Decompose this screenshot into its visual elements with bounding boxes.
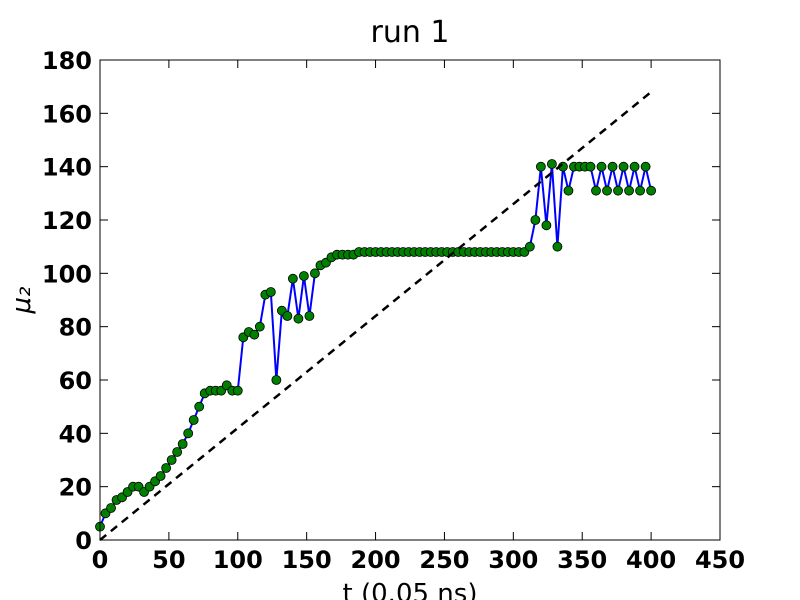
data-point (541, 220, 552, 231)
y-tick-label: 40 (59, 420, 92, 448)
y-tick-label: 180 (42, 47, 92, 75)
data-point (166, 455, 177, 465)
x-tick-label: 0 (92, 546, 109, 574)
x-tick-label: 450 (695, 546, 745, 574)
data-point (310, 268, 320, 279)
data-point (194, 401, 205, 412)
y-tick-label: 100 (42, 260, 92, 288)
plot-frame (99, 59, 721, 541)
data-point (530, 215, 541, 225)
data-point (585, 161, 596, 172)
chart-title: run 1 (371, 15, 450, 50)
data-point (265, 287, 276, 297)
data-point (183, 428, 194, 439)
data-point (646, 185, 657, 196)
data-point (552, 241, 563, 252)
data-point (271, 375, 282, 385)
data-point (524, 241, 535, 252)
data-point (249, 329, 260, 340)
data-point (535, 161, 546, 172)
data-point (596, 161, 607, 172)
data-point (613, 185, 623, 196)
x-tick-label: 400 (626, 546, 676, 574)
data-point (282, 311, 293, 321)
y-tick-label: 160 (42, 100, 92, 128)
x-axis-label: t (0.05 ns) (343, 579, 478, 600)
x-tick-label: 150 (282, 546, 332, 574)
data-point (591, 185, 601, 196)
data-point (299, 271, 309, 281)
x-tick-label: 350 (557, 546, 607, 574)
data-point (155, 471, 166, 481)
data-point (172, 447, 183, 457)
data-point (629, 161, 640, 172)
data-point (607, 161, 618, 172)
y-tick-label: 0 (75, 527, 92, 555)
data-point (640, 161, 651, 172)
data-point (254, 321, 265, 332)
y-tick-label: 60 (59, 367, 92, 395)
data-point (563, 185, 574, 196)
data-point (618, 161, 629, 172)
x-tick-label: 200 (351, 546, 401, 574)
x-tick-label: 100 (213, 546, 263, 574)
data-point (304, 311, 315, 321)
data-point (602, 185, 612, 196)
y-axis-label: μ₂ (7, 287, 37, 315)
x-tick-label: 300 (488, 546, 538, 574)
y-tick-label: 120 (42, 207, 92, 235)
y-tick-label: 20 (59, 474, 92, 502)
x-tick-label: 50 (152, 546, 185, 574)
data-point (287, 273, 298, 284)
x-tick-label: 250 (419, 546, 469, 574)
data-point (232, 385, 243, 396)
data-point (161, 463, 172, 473)
data-point (635, 185, 645, 196)
data-point (624, 185, 634, 196)
data-point (293, 313, 304, 324)
data-point (188, 415, 199, 425)
y-tick-label: 80 (59, 314, 92, 342)
data-point (177, 439, 188, 449)
y-tick-label: 140 (42, 154, 92, 182)
data-point (106, 503, 116, 513)
reference-line (99, 91, 652, 541)
data-point (547, 159, 557, 169)
